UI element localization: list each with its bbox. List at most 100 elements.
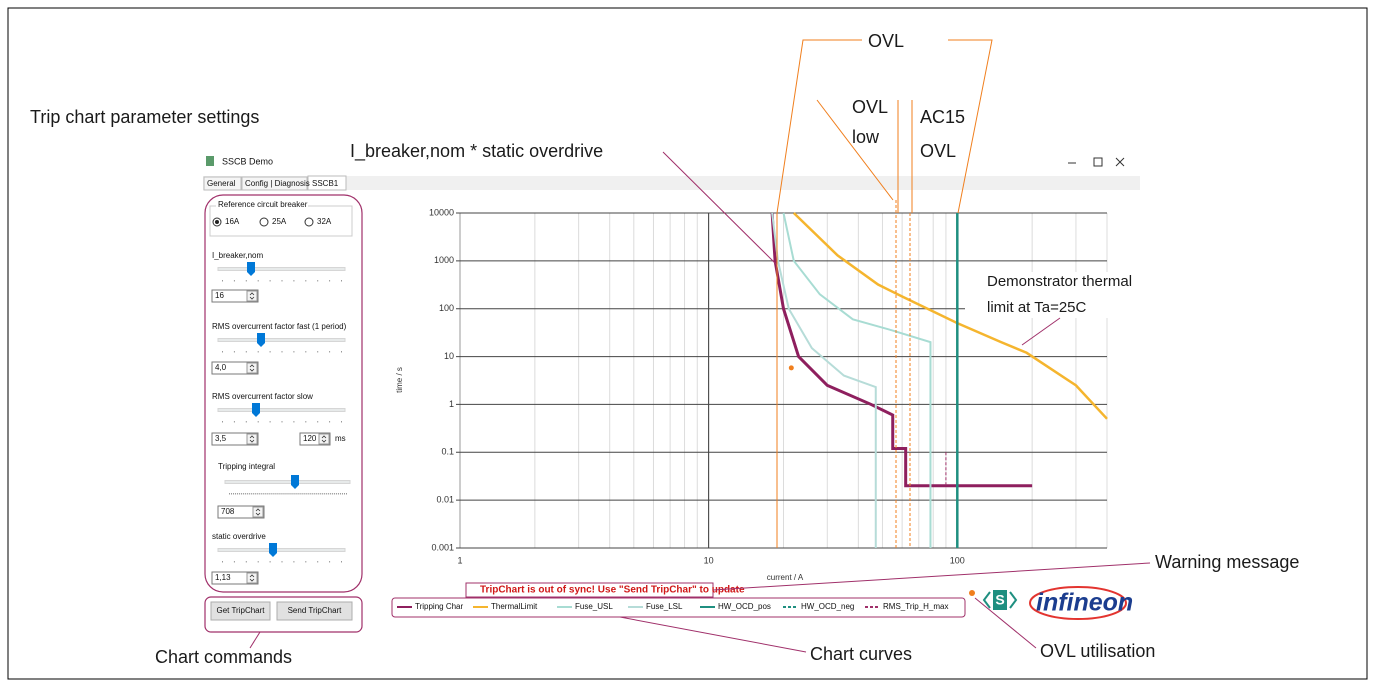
y-tick-label: 10000 [429,207,454,217]
slider-track [217,548,346,552]
slider-tick [290,493,292,495]
slider-tick [250,493,252,495]
slider-tick [234,493,236,495]
slider-tick [245,351,247,353]
window-title: SSCB Demo [222,156,273,166]
slider-tick [276,493,278,495]
spinner[interactable] [246,433,258,445]
callout-line [816,99,913,213]
slider-tick [329,351,331,353]
slider-tick [310,493,312,495]
slider-thumb[interactable] [247,262,255,276]
s-logo-letter: S [995,592,1004,608]
slider-tick [316,493,318,495]
callout-text: OVL [868,31,904,51]
button[interactable] [276,601,353,621]
callout-text: low [852,127,880,147]
close[interactable] [1115,157,1125,167]
slider-tick [240,493,242,495]
slider-tick [245,561,247,563]
y-tick-label: 0.01 [436,495,454,505]
slider-tick [336,493,338,495]
legend-label: HW_OCD_pos [718,602,771,611]
callout-line [974,597,1037,649]
logo-oval [1029,586,1127,620]
slider-tick [305,421,307,423]
slider-tick [284,493,286,495]
ovl-indicator [969,590,975,596]
tab[interactable] [203,176,242,191]
legend-label: ThermalLimit [491,602,538,611]
spinner-arrows [249,292,255,300]
slider-tick [257,561,259,563]
tab-strip [203,176,1140,190]
numeric-value: 120 [303,434,317,443]
tab[interactable] [241,176,308,191]
slider-tick [260,493,262,495]
control-label: Tripping integral [218,462,275,471]
slider-tick [246,493,248,495]
y-tick-label: 1 [449,399,454,409]
slider-thumb[interactable] [291,475,299,489]
maximize[interactable] [1093,157,1103,167]
button-label: Send TripChart [288,606,343,615]
button[interactable] [210,601,271,621]
series-line [771,212,877,548]
slider-tick [293,421,295,423]
x-tick-label: 10 [704,555,714,565]
radio-label: 25A [272,217,287,226]
slider-tick [274,493,276,495]
settings-callout [204,194,363,593]
callout-line [662,151,778,266]
warning-text: TripChart is out of sync! Use "Send Trip… [480,585,745,596]
slider-thumb[interactable] [252,403,260,417]
slider-track [217,408,346,412]
slider-tick [281,561,283,563]
slider-thumb[interactable] [269,543,277,557]
y-tick-label: 0.1 [441,447,454,457]
slider-tick [233,561,235,563]
tab-selected[interactable] [307,175,347,191]
slider-tick [254,493,256,495]
slider-tick [288,493,290,495]
slider-tick [306,493,308,495]
slider-tick [302,493,304,495]
slider-tick [269,351,271,353]
y-tick-label: 1000 [434,255,454,265]
callout-line [1021,317,1061,346]
s-logo [993,590,1007,610]
slider-tick [341,280,342,282]
slider-tick [308,493,310,495]
commands-callout [204,596,363,633]
slider-tick [338,493,340,495]
slider-tick [242,493,244,495]
slider-tick [272,493,274,495]
slider-tick [269,561,271,563]
callout-text: OVL [920,141,956,161]
group-label-bg [216,201,308,209]
spinner[interactable] [252,506,264,518]
slider-tick [344,493,346,495]
x-axis-label: current / A [767,573,804,582]
slider-tick [233,421,235,423]
numeric-value: 16 [215,291,224,300]
spinner[interactable] [246,572,258,584]
spinner[interactable] [246,290,258,302]
slider-tick [346,493,347,495]
spinner[interactable] [318,433,330,445]
radio[interactable] [259,217,269,227]
slider-tick [332,493,334,495]
numeric-value: 1,13 [215,573,231,582]
slider-tick [222,421,223,423]
slider-tick [312,493,314,495]
slider-tick [281,351,283,353]
spinner[interactable] [246,362,258,374]
slider-tick [222,351,223,353]
callout-line [712,562,1151,591]
slider-thumb[interactable] [257,333,265,347]
callout-text: AC15 [920,107,965,127]
slider-tick [233,351,235,353]
callout-text: Chart commands [155,647,292,667]
group-label: Reference circuit breaker [218,200,308,209]
radio[interactable] [304,217,314,227]
